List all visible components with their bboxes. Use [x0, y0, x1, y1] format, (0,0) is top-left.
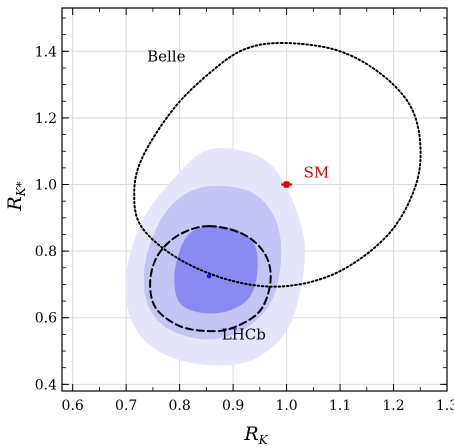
y-tick-label: 0.6: [35, 311, 57, 327]
y-axis-label-main: R: [4, 196, 26, 211]
x-axis-label-sub: K: [258, 433, 269, 447]
y-tick-label: 0.4: [35, 377, 57, 393]
plot-frame: [61, 7, 448, 392]
annotations: Belle LHCb SM: [147, 47, 329, 343]
x-tick-label: 1.2: [382, 398, 404, 414]
best-fit-point: [206, 273, 212, 279]
y-axis-label-sub: K*: [14, 181, 28, 197]
ticks: 0.6 0.7 0.8 0.9 1.0 1.1 1.2 1.3 0.4 0.6 0.8 1.0 1.2 1…: [35, 8, 454, 414]
y-tick-label: 1.2: [35, 111, 57, 127]
x-tick-label: 1.3: [436, 398, 454, 414]
x-axis-label: RK: [243, 423, 268, 447]
y-tick-label: 1.4: [35, 44, 57, 60]
x-axis-label-main: R: [243, 423, 258, 445]
belle-contour: [133, 41, 422, 288]
y-axis-label: RK*: [4, 181, 28, 211]
x-tick-label: 0.9: [222, 398, 244, 414]
x-tick-label: 0.6: [62, 398, 84, 414]
x-tick-label: 0.8: [169, 398, 191, 414]
points: [206, 181, 292, 279]
sm-point: [283, 181, 290, 188]
lhcb-label: LHCb: [222, 325, 266, 343]
belle-label: Belle: [147, 47, 185, 65]
region-1sigma: [174, 225, 258, 314]
x-tick-label: 1.0: [275, 398, 297, 414]
y-tick-label: 1.0: [35, 178, 57, 194]
lhcb-contour: [149, 225, 272, 333]
x-tick-label: 1.1: [329, 398, 351, 414]
x-tick-label: 0.7: [115, 398, 137, 414]
y-tick-label: 0.8: [35, 244, 57, 260]
experiment-contours: [133, 41, 422, 333]
sm-label: SM: [304, 164, 330, 182]
